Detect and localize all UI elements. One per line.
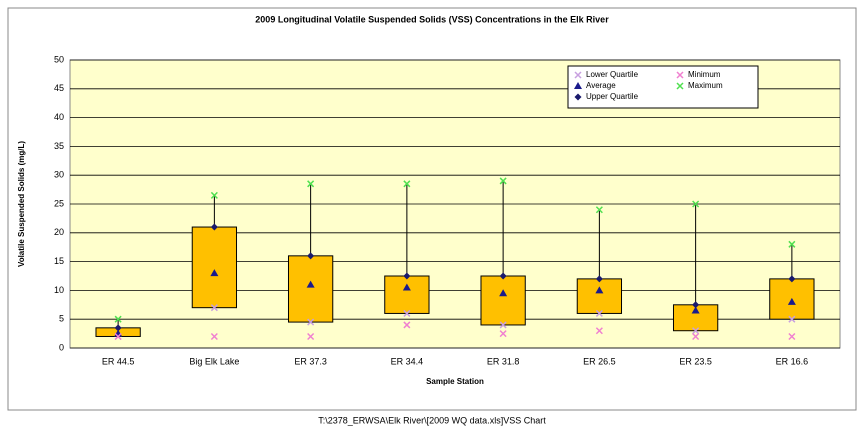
marker bbox=[788, 332, 796, 341]
legend-label: Maximum bbox=[688, 81, 723, 90]
y-tick-label: 25 bbox=[54, 198, 64, 208]
legend-label: Minimum bbox=[688, 70, 721, 79]
marker bbox=[788, 315, 796, 323]
marker bbox=[692, 332, 700, 341]
marker bbox=[402, 283, 411, 291]
marker bbox=[499, 330, 507, 338]
y-tick-label: 40 bbox=[54, 112, 64, 122]
marker bbox=[788, 240, 796, 248]
y-tick-label: 50 bbox=[54, 54, 64, 64]
marker bbox=[114, 315, 122, 323]
marker bbox=[692, 200, 700, 208]
legend-label: Upper Quartile bbox=[586, 92, 639, 101]
marker bbox=[595, 309, 603, 317]
legend-label: Lower Quartile bbox=[586, 70, 639, 79]
marker bbox=[692, 301, 700, 309]
x-tick-label: ER 31.8 bbox=[487, 356, 520, 366]
marker bbox=[210, 304, 218, 312]
marker bbox=[403, 272, 411, 280]
marker bbox=[595, 327, 603, 335]
legend-marker bbox=[676, 82, 684, 90]
marker bbox=[210, 332, 218, 341]
marker bbox=[210, 223, 218, 231]
box bbox=[287, 255, 334, 323]
marker bbox=[307, 332, 315, 341]
y-tick-label: 20 bbox=[54, 227, 64, 237]
legend-marker bbox=[574, 71, 582, 79]
box bbox=[576, 278, 623, 314]
y-tick-label: 30 bbox=[54, 170, 64, 180]
marker bbox=[210, 269, 219, 277]
x-tick-label: ER 44.5 bbox=[102, 356, 135, 366]
footer: T:\2378_ERWSA\Elk River\[2009 WQ data.xl… bbox=[318, 415, 546, 425]
y-tick-label: 10 bbox=[54, 285, 64, 295]
y-tick-label: 15 bbox=[54, 256, 64, 266]
marker bbox=[306, 280, 315, 288]
marker bbox=[692, 327, 700, 335]
y-tick-label: 45 bbox=[54, 83, 64, 93]
marker bbox=[403, 180, 411, 188]
marker bbox=[788, 275, 796, 283]
legend-marker bbox=[676, 71, 684, 79]
x-tick-label: ER 23.5 bbox=[679, 356, 712, 366]
marker bbox=[307, 252, 315, 260]
legend-marker bbox=[574, 93, 582, 101]
y-tick-label: 0 bbox=[59, 342, 64, 352]
marker bbox=[307, 318, 315, 326]
y-tick-label: 35 bbox=[54, 141, 64, 151]
x-tick-label: ER 37.3 bbox=[294, 356, 327, 366]
marker bbox=[499, 289, 508, 297]
x-tick-label: ER 26.5 bbox=[583, 356, 616, 366]
legend-marker bbox=[574, 82, 582, 89]
marker bbox=[403, 321, 411, 329]
marker bbox=[691, 306, 700, 314]
box bbox=[384, 275, 430, 314]
marker bbox=[307, 180, 315, 188]
marker bbox=[210, 191, 218, 199]
x-tick-label: Big Elk Lake bbox=[189, 356, 239, 366]
marker bbox=[114, 332, 122, 341]
box bbox=[191, 226, 238, 309]
marker bbox=[499, 177, 507, 185]
marker bbox=[403, 309, 411, 317]
legend-label: Average bbox=[586, 81, 616, 90]
marker bbox=[787, 297, 796, 305]
x-tick-label: ER 16.6 bbox=[776, 356, 809, 366]
box bbox=[480, 275, 526, 326]
chart-title: 2009 Longitudinal Volatile Suspended Sol… bbox=[255, 14, 609, 24]
marker bbox=[499, 321, 507, 329]
marker bbox=[499, 272, 507, 280]
legend bbox=[567, 65, 759, 109]
marker bbox=[595, 206, 603, 214]
x-tick-label: ER 34.4 bbox=[391, 356, 424, 366]
marker bbox=[114, 324, 122, 332]
x-axis-label: Sample Station bbox=[426, 377, 484, 386]
marker bbox=[595, 286, 604, 294]
marker bbox=[595, 275, 603, 283]
y-axis-label: Volatile Suspended Solids (mg/L) bbox=[17, 141, 26, 267]
y-tick-label: 5 bbox=[59, 314, 64, 324]
